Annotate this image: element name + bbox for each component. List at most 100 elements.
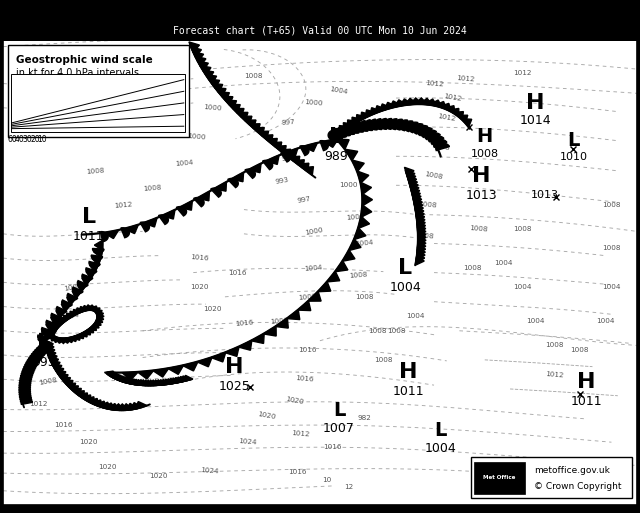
Bar	[8, 45, 189, 137]
Polygon shape	[164, 379, 175, 385]
Text: 1024: 1024	[200, 467, 219, 474]
Polygon shape	[42, 329, 52, 339]
Text: 1025: 1025	[219, 380, 250, 393]
Polygon shape	[159, 215, 168, 225]
Polygon shape	[52, 324, 61, 331]
Polygon shape	[130, 403, 143, 410]
Text: 1016: 1016	[294, 376, 314, 383]
Text: 1007: 1007	[323, 422, 355, 435]
Polygon shape	[416, 215, 425, 225]
Text: 1008: 1008	[463, 265, 481, 271]
Polygon shape	[352, 117, 362, 125]
Polygon shape	[339, 126, 349, 133]
Polygon shape	[293, 160, 304, 168]
Bar	[471, 457, 632, 498]
Polygon shape	[360, 121, 368, 131]
Polygon shape	[374, 106, 387, 113]
Text: 1013: 1013	[466, 189, 497, 202]
Polygon shape	[21, 399, 33, 404]
Polygon shape	[406, 173, 416, 183]
Polygon shape	[77, 281, 88, 287]
Polygon shape	[72, 309, 82, 316]
Polygon shape	[48, 332, 57, 339]
Polygon shape	[453, 112, 463, 120]
Polygon shape	[428, 133, 440, 142]
Text: 10: 10	[38, 135, 47, 144]
Polygon shape	[21, 370, 33, 376]
Polygon shape	[19, 388, 31, 393]
Polygon shape	[90, 321, 99, 328]
Polygon shape	[461, 119, 472, 127]
Polygon shape	[162, 210, 175, 219]
Text: 1000: 1000	[339, 182, 358, 188]
Polygon shape	[145, 380, 156, 386]
Polygon shape	[248, 164, 261, 173]
Text: 1011: 1011	[570, 394, 602, 407]
Polygon shape	[416, 249, 425, 260]
Polygon shape	[348, 120, 358, 128]
Polygon shape	[120, 404, 134, 410]
Text: 1008: 1008	[469, 225, 488, 233]
Polygon shape	[19, 384, 31, 388]
Text: 12: 12	[344, 484, 353, 490]
Text: 1008: 1008	[349, 271, 367, 279]
Text: 1012: 1012	[444, 93, 463, 103]
Polygon shape	[148, 380, 159, 386]
Text: H: H	[577, 372, 595, 392]
Text: 1016: 1016	[289, 469, 307, 476]
Polygon shape	[349, 239, 361, 250]
Polygon shape	[80, 395, 91, 403]
Polygon shape	[298, 301, 311, 310]
Polygon shape	[84, 326, 93, 333]
Polygon shape	[417, 241, 426, 251]
Polygon shape	[431, 136, 444, 144]
Polygon shape	[237, 112, 248, 121]
Text: 1008: 1008	[570, 347, 589, 353]
Text: 1004: 1004	[424, 442, 456, 455]
Polygon shape	[365, 110, 376, 118]
Polygon shape	[167, 379, 178, 384]
Polygon shape	[251, 333, 264, 343]
Polygon shape	[33, 350, 44, 357]
Polygon shape	[78, 307, 88, 313]
Polygon shape	[410, 187, 420, 197]
Text: H: H	[477, 127, 493, 146]
Polygon shape	[42, 328, 52, 334]
Polygon shape	[65, 337, 75, 343]
Polygon shape	[140, 222, 149, 232]
Text: 1000: 1000	[203, 104, 222, 111]
Text: 1004: 1004	[63, 283, 83, 292]
Polygon shape	[38, 335, 49, 341]
Text: 1020: 1020	[190, 284, 209, 290]
Polygon shape	[345, 149, 358, 161]
Polygon shape	[72, 287, 83, 294]
Polygon shape	[58, 338, 69, 344]
Polygon shape	[211, 352, 226, 362]
Polygon shape	[100, 231, 108, 242]
Polygon shape	[124, 225, 138, 233]
Polygon shape	[20, 394, 31, 400]
Polygon shape	[229, 104, 240, 113]
Polygon shape	[416, 212, 425, 222]
Polygon shape	[72, 333, 81, 340]
Polygon shape	[360, 182, 372, 194]
Text: 1016: 1016	[298, 347, 317, 353]
Polygon shape	[416, 252, 425, 263]
Text: 1004: 1004	[304, 264, 323, 271]
Polygon shape	[433, 140, 447, 147]
Polygon shape	[358, 216, 369, 228]
Polygon shape	[332, 129, 342, 139]
Polygon shape	[394, 100, 407, 107]
Polygon shape	[28, 356, 39, 362]
Polygon shape	[180, 201, 193, 210]
Polygon shape	[360, 112, 372, 120]
Polygon shape	[417, 126, 428, 135]
Text: L: L	[399, 258, 413, 278]
Polygon shape	[408, 179, 417, 188]
Polygon shape	[36, 347, 47, 353]
Polygon shape	[284, 153, 295, 162]
Polygon shape	[99, 402, 111, 410]
Polygon shape	[275, 318, 288, 328]
Polygon shape	[20, 373, 32, 378]
Polygon shape	[51, 334, 60, 341]
